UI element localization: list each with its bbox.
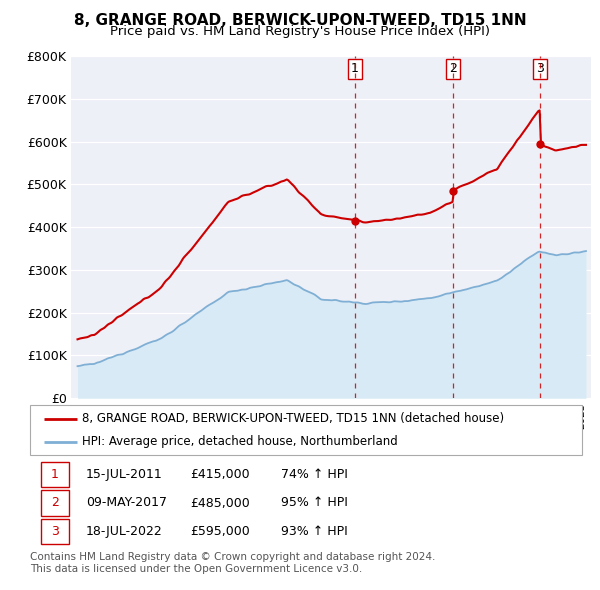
Text: Price paid vs. HM Land Registry's House Price Index (HPI): Price paid vs. HM Land Registry's House … xyxy=(110,25,490,38)
Text: Contains HM Land Registry data © Crown copyright and database right 2024.
This d: Contains HM Land Registry data © Crown c… xyxy=(30,552,436,573)
Text: 3: 3 xyxy=(536,63,544,76)
Text: 8, GRANGE ROAD, BERWICK-UPON-TWEED, TD15 1NN: 8, GRANGE ROAD, BERWICK-UPON-TWEED, TD15… xyxy=(74,13,526,28)
Bar xyxy=(41,519,69,545)
Text: £595,000: £595,000 xyxy=(190,525,250,538)
Text: 1: 1 xyxy=(51,468,59,481)
Bar xyxy=(41,461,69,487)
Text: 2: 2 xyxy=(51,497,59,510)
Text: 09-MAY-2017: 09-MAY-2017 xyxy=(86,497,167,510)
Text: 1: 1 xyxy=(351,63,359,76)
Text: 8, GRANGE ROAD, BERWICK-UPON-TWEED, TD15 1NN (detached house): 8, GRANGE ROAD, BERWICK-UPON-TWEED, TD15… xyxy=(82,412,505,425)
Bar xyxy=(41,490,69,516)
Text: 95% ↑ HPI: 95% ↑ HPI xyxy=(281,497,347,510)
Text: 2: 2 xyxy=(449,63,457,76)
Text: 3: 3 xyxy=(51,525,59,538)
Text: 93% ↑ HPI: 93% ↑ HPI xyxy=(281,525,347,538)
Text: HPI: Average price, detached house, Northumberland: HPI: Average price, detached house, Nort… xyxy=(82,435,398,448)
Text: 18-JUL-2022: 18-JUL-2022 xyxy=(86,525,163,538)
Text: £415,000: £415,000 xyxy=(190,468,250,481)
Text: £485,000: £485,000 xyxy=(190,497,250,510)
Text: 15-JUL-2011: 15-JUL-2011 xyxy=(86,468,163,481)
Text: 74% ↑ HPI: 74% ↑ HPI xyxy=(281,468,347,481)
